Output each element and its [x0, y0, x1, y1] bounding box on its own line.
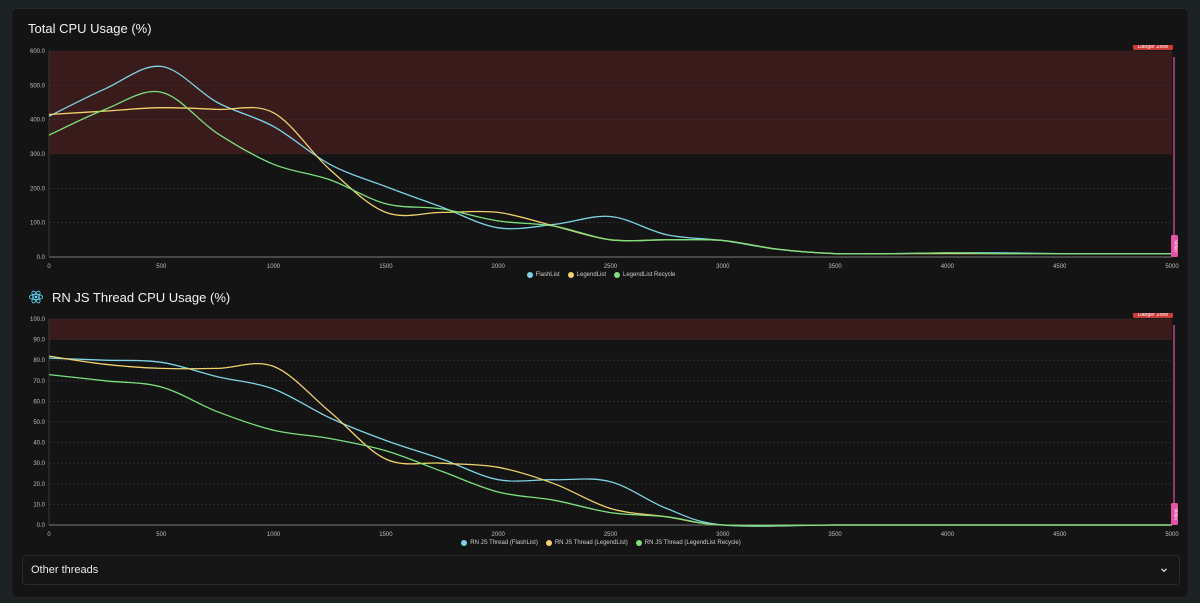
x-tick-label: 500	[156, 264, 167, 270]
series-line-legendlist-recycle	[48, 90, 1172, 255]
danger-zone-label: Danger Zone	[1138, 313, 1168, 318]
x-tick-label: 1500	[379, 532, 393, 538]
legend-label: RN JS Thread (FlashList)	[470, 540, 538, 546]
x-tick-label: 1000	[267, 532, 281, 538]
cpu-usage-title: Total CPU Usage (%)	[28, 21, 152, 36]
legend-item[interactable]: LegendList Recycle	[614, 272, 675, 278]
legend-item[interactable]: RN JS Thread (LegendList Recycle)	[635, 540, 741, 546]
x-tick-label: 2000	[492, 264, 506, 270]
legend-item[interactable]: LegendList	[567, 272, 606, 278]
cpu-usage-title-text: Total CPU Usage (%)	[28, 21, 152, 36]
legend-label: RN JS Thread (LegendList Recycle)	[644, 540, 741, 546]
x-tick-label: 2500	[604, 264, 618, 270]
x-tick-label: 3000	[716, 532, 730, 538]
x-tick-label: 2000	[492, 532, 506, 538]
y-tick-label: 0.0	[37, 523, 46, 529]
x-tick-label: 3000	[716, 264, 730, 270]
x-tick-label: 500	[156, 532, 167, 538]
legend-swatch	[526, 272, 533, 278]
x-tick-label: 0	[47, 532, 51, 538]
legend-label: RN JS Thread (LegendList)	[554, 540, 628, 546]
js-thread-title-text: RN JS Thread CPU Usage (%)	[52, 289, 231, 305]
danger-zone-label: Danger Zone	[1138, 45, 1168, 50]
y-tick-label: 30.0	[33, 461, 45, 467]
chevron-down-icon	[1161, 568, 1167, 573]
series-line-rn-js-thread-legendlist-	[48, 355, 1172, 527]
x-tick-label: 1500	[379, 264, 393, 270]
video-marker-label: Video	[1174, 508, 1179, 520]
y-tick-label: 60.0	[33, 399, 45, 405]
x-tick-label: 5000	[1165, 264, 1179, 270]
legend-label: LegendList Recycle	[623, 272, 676, 278]
x-tick-label: 4000	[941, 264, 955, 270]
y-tick-label: 50.0	[33, 420, 45, 426]
y-tick-label: 20.0	[33, 482, 45, 488]
legend-label: LegendList	[576, 272, 606, 278]
danger-zone-tag	[1133, 313, 1173, 318]
other-threads-label: Other threads	[31, 564, 99, 576]
legend-swatch	[635, 540, 642, 546]
x-tick-label: 4500	[1053, 264, 1067, 270]
danger-zone-tag	[1133, 45, 1173, 50]
total-cpu-legend: FlashList LegendList LegendList Recycle	[12, 272, 1190, 278]
y-tick-label: 90.0	[33, 338, 45, 344]
video-marker-tag[interactable]	[1171, 503, 1178, 525]
y-tick-label: 0.0	[37, 255, 46, 261]
legend-item[interactable]: FlashList	[526, 272, 560, 278]
legend-item[interactable]: RN JS Thread (FlashList)	[461, 540, 538, 546]
y-tick-label: 80.0	[33, 358, 45, 364]
legend-item[interactable]: RN JS Thread (LegendList)	[545, 540, 628, 546]
video-marker-tag[interactable]	[1171, 235, 1178, 257]
y-tick-label: 400.0	[30, 118, 46, 124]
x-tick-label: 4000	[941, 532, 955, 538]
x-tick-label: 4500	[1053, 532, 1067, 538]
x-tick-label: 5000	[1165, 532, 1179, 538]
video-marker-label: Video	[1174, 240, 1179, 252]
legend-swatch	[461, 540, 468, 546]
series-line-rn-js-thread-legendlist-recycle-	[48, 373, 1172, 527]
total-cpu-chart: 0.0 100.0 200.0 300.0 400.0 500.0 600.0 0 500 100…	[30, 45, 1179, 270]
y-tick-label: 200.0	[30, 186, 46, 192]
js-thread-legend: RN JS Thread (FlashList) RN JS Thread (Le…	[12, 540, 1190, 546]
legend-label: FlashList	[535, 272, 560, 278]
y-tick-label: 100.0	[30, 317, 46, 323]
x-tick-label: 3500	[828, 264, 842, 270]
legend-swatch	[567, 272, 574, 278]
x-tick-label: 1000	[267, 264, 281, 270]
other-threads-accordion[interactable]: Other threads	[22, 555, 1180, 585]
danger-zone-band	[49, 51, 1172, 154]
y-tick-label: 40.0	[33, 441, 45, 447]
y-tick-label: 70.0	[33, 379, 45, 385]
js-thread-cpu-chart: 0.0 10.0 20.0 30.0 40.0 50.0 60.0 70.0 80.0 90.0 1…	[30, 313, 1179, 538]
js-thread-title: RN JS Thread CPU Usage (%)	[28, 289, 230, 305]
x-tick-label: 2500	[604, 532, 618, 538]
y-tick-label: 500.0	[30, 83, 46, 89]
series-line-rn-js-thread-flashlist-	[48, 357, 1172, 527]
danger-zone-band	[49, 319, 1172, 340]
y-tick-label: 600.0	[30, 49, 46, 55]
x-tick-label: 0	[47, 264, 51, 270]
legend-swatch	[545, 540, 552, 546]
y-tick-label: 300.0	[30, 152, 46, 158]
react-icon	[28, 290, 44, 304]
x-tick-label: 3500	[828, 532, 842, 538]
y-tick-label: 100.0	[30, 221, 46, 227]
y-tick-label: 10.0	[33, 502, 45, 508]
legend-swatch	[614, 272, 620, 278]
performance-panel: Total CPU Usage (%) 0.0 100.0 200.0 300.0 40…	[11, 8, 1189, 598]
